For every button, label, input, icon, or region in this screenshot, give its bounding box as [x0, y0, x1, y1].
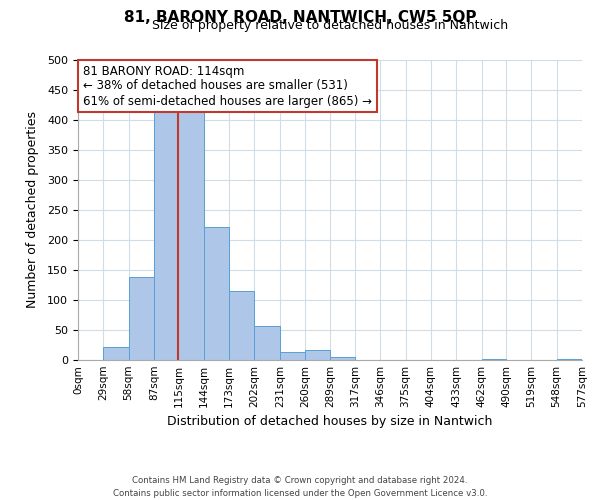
Bar	[128, 277, 154, 360]
Bar	[204, 227, 229, 360]
Bar	[254, 326, 280, 360]
Bar	[331, 357, 355, 360]
Title: Size of property relative to detached houses in Nantwich: Size of property relative to detached ho…	[152, 20, 508, 32]
Text: 81 BARONY ROAD: 114sqm
← 38% of detached houses are smaller (531)
61% of semi-de: 81 BARONY ROAD: 114sqm ← 38% of detached…	[83, 64, 372, 108]
Bar	[482, 359, 506, 360]
Y-axis label: Number of detached properties: Number of detached properties	[26, 112, 39, 308]
Text: Contains HM Land Registry data © Crown copyright and database right 2024.
Contai: Contains HM Land Registry data © Crown c…	[113, 476, 487, 498]
Text: 81, BARONY ROAD, NANTWICH, CW5 5QP: 81, BARONY ROAD, NANTWICH, CW5 5QP	[124, 10, 476, 25]
Bar	[280, 352, 305, 360]
Bar	[305, 350, 331, 360]
Bar	[178, 112, 204, 360]
Bar	[154, 111, 178, 360]
Bar	[103, 347, 128, 360]
Bar	[229, 291, 254, 360]
X-axis label: Distribution of detached houses by size in Nantwich: Distribution of detached houses by size …	[167, 416, 493, 428]
